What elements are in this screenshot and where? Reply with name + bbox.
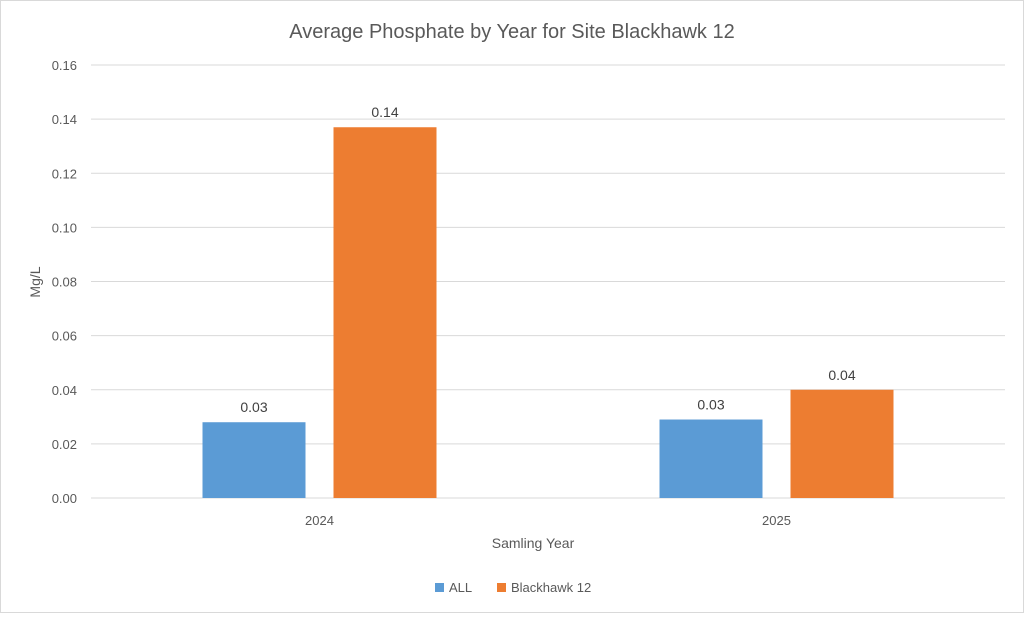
- y-tick-label: 0.06: [52, 329, 77, 344]
- y-tick-label: 0.00: [52, 491, 77, 506]
- y-tick-label: 0.12: [52, 166, 77, 181]
- data-label: 0.04: [828, 367, 855, 383]
- y-tick-label: 0.04: [52, 383, 77, 398]
- y-axis-tick-labels: 0.00 0.02 0.04 0.06 0.08 0.10 0.12 0.14 0.16: [52, 58, 77, 506]
- legend-swatch: [435, 583, 444, 592]
- x-axis-tick-labels: 2024 2025: [305, 513, 791, 528]
- x-tick-label: 2024: [305, 513, 334, 528]
- data-label: 0.03: [697, 397, 724, 413]
- data-label: 0.14: [371, 104, 398, 120]
- x-tick-label: 2025: [762, 513, 791, 528]
- bar-blackhawk-12-2025: [790, 389, 894, 498]
- bars: [202, 127, 894, 499]
- bar-all-2025: [659, 419, 763, 498]
- y-tick-label: 0.14: [52, 112, 77, 127]
- y-tick-label: 0.08: [52, 275, 77, 290]
- legend-item-blackhawk-12: Blackhawk 12: [497, 580, 591, 595]
- legend-label: ALL: [449, 580, 472, 595]
- data-labels: 0.03 0.14 0.03 0.04: [240, 104, 855, 415]
- data-label: 0.03: [240, 399, 267, 415]
- y-tick-label: 0.16: [52, 58, 77, 73]
- bar-blackhawk-12-2024: [333, 127, 437, 499]
- bar-all-2024: [202, 422, 306, 498]
- chart-title: Average Phosphate by Year for Site Black…: [289, 21, 734, 43]
- legend-swatch: [497, 583, 506, 592]
- legend: ALL Blackhawk 12: [435, 580, 591, 595]
- legend-item-all: ALL: [435, 580, 472, 595]
- y-axis-label: Mg/L: [27, 266, 43, 297]
- y-tick-label: 0.02: [52, 437, 77, 452]
- x-axis-label: Samling Year: [492, 535, 575, 551]
- legend-label: Blackhawk 12: [511, 580, 591, 595]
- y-tick-label: 0.10: [52, 220, 77, 235]
